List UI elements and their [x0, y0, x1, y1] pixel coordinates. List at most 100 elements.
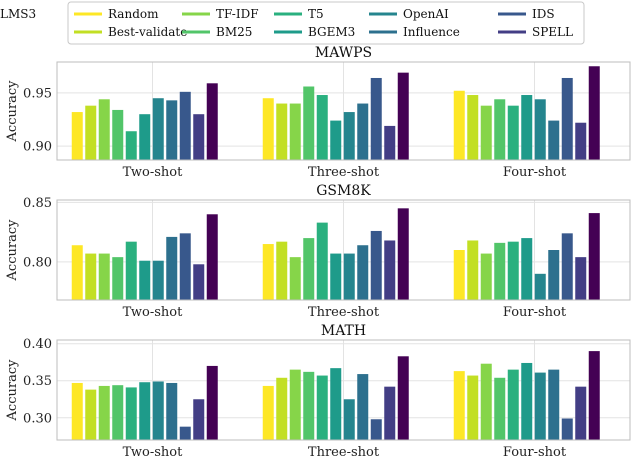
bar: [561, 77, 573, 160]
bar: [548, 120, 560, 160]
bar: [303, 238, 315, 300]
bar: [467, 375, 479, 440]
bar: [85, 105, 97, 160]
y-tick-label: 0.95: [23, 86, 52, 101]
bar: [139, 114, 151, 160]
bar: [588, 213, 600, 300]
x-tick-label: Four-shot: [503, 165, 567, 180]
bar: [370, 230, 382, 300]
x-tick-label: Three-shot: [308, 445, 380, 460]
bar: [152, 260, 164, 300]
bar: [193, 264, 205, 300]
legend-label: SPELL: [532, 25, 573, 39]
bar: [575, 122, 587, 160]
x-tick-label: Two-shot: [123, 445, 183, 460]
bar: [575, 257, 587, 300]
plot-frame: [56, 339, 631, 441]
bar: [112, 385, 124, 440]
bar: [276, 241, 288, 300]
bar: [139, 260, 151, 300]
bar: [534, 273, 546, 300]
plot-frame: [56, 61, 631, 161]
bar: [330, 120, 342, 160]
panel-title: MAWPS: [315, 45, 372, 61]
bar: [152, 381, 164, 440]
bar: [166, 236, 178, 300]
bar: [357, 103, 369, 160]
bar: [316, 222, 328, 300]
bar: [467, 95, 479, 160]
bar: [125, 387, 137, 440]
bar: [262, 244, 274, 300]
bar: [561, 418, 573, 440]
x-tick-label: Four-shot: [503, 305, 567, 320]
bar: [534, 372, 546, 440]
bar: [453, 371, 465, 440]
bar: [480, 253, 492, 300]
bar: [588, 351, 600, 440]
bar: [262, 98, 274, 160]
legend-label: BM25: [216, 25, 252, 39]
plot-frame: [56, 199, 631, 301]
bar: [480, 105, 492, 160]
legend-label: Influence: [403, 25, 460, 39]
bar: [494, 99, 506, 160]
x-tick-label: Three-shot: [308, 305, 380, 320]
bar: [125, 241, 137, 300]
x-tick-label: Three-shot: [308, 165, 380, 180]
bar: [152, 98, 164, 160]
bar: [71, 245, 83, 300]
bar: [139, 382, 151, 440]
bar: [521, 238, 533, 300]
bar: [98, 253, 110, 300]
bar: [85, 253, 97, 300]
y-tick-label: 0.80: [23, 255, 52, 270]
bar: [480, 363, 492, 440]
bar: [206, 83, 218, 160]
bar: [316, 95, 328, 160]
y-axis-label: Accuracy: [5, 359, 20, 422]
bar: [370, 419, 382, 440]
legend: Random Best-validate TF-IDF BM25 T5 BGEM3 Open…: [0, 1, 585, 45]
bar: [370, 77, 382, 160]
bar: [71, 112, 83, 160]
bar: [303, 371, 315, 440]
bar: [166, 382, 178, 440]
bar: [588, 66, 600, 160]
bar: [206, 365, 218, 440]
bar: [397, 208, 409, 300]
bar: [166, 100, 178, 160]
bar: [330, 368, 342, 440]
bar: [125, 131, 137, 160]
bar: [507, 241, 519, 300]
bar: [343, 112, 355, 160]
bar: [507, 369, 519, 440]
bar: [357, 374, 369, 440]
bar: [179, 426, 191, 440]
panel-title: GSM8K: [316, 183, 371, 199]
bar: [112, 257, 124, 300]
bar: [71, 382, 83, 440]
bar: [289, 103, 301, 160]
x-tick-label: Four-shot: [503, 445, 567, 460]
bar: [561, 233, 573, 300]
bar: [303, 86, 315, 160]
bar: [112, 109, 124, 160]
bar: [206, 214, 218, 300]
bar: [316, 375, 328, 440]
bar: [534, 99, 546, 160]
bar: [179, 233, 191, 300]
bar: [98, 385, 110, 440]
y-tick-label: 0.35: [23, 374, 52, 389]
legend-label: T5: [308, 7, 324, 21]
bar: [289, 369, 301, 440]
legend-label: TF-IDF: [216, 7, 259, 21]
x-tick-label: Two-shot: [123, 165, 183, 180]
bar: [179, 91, 191, 160]
bar: [193, 399, 205, 440]
bar: [548, 250, 560, 300]
bar: [575, 386, 587, 440]
y-axis-label: Accuracy: [5, 219, 20, 282]
y-tick-label: 0.90: [23, 140, 52, 155]
